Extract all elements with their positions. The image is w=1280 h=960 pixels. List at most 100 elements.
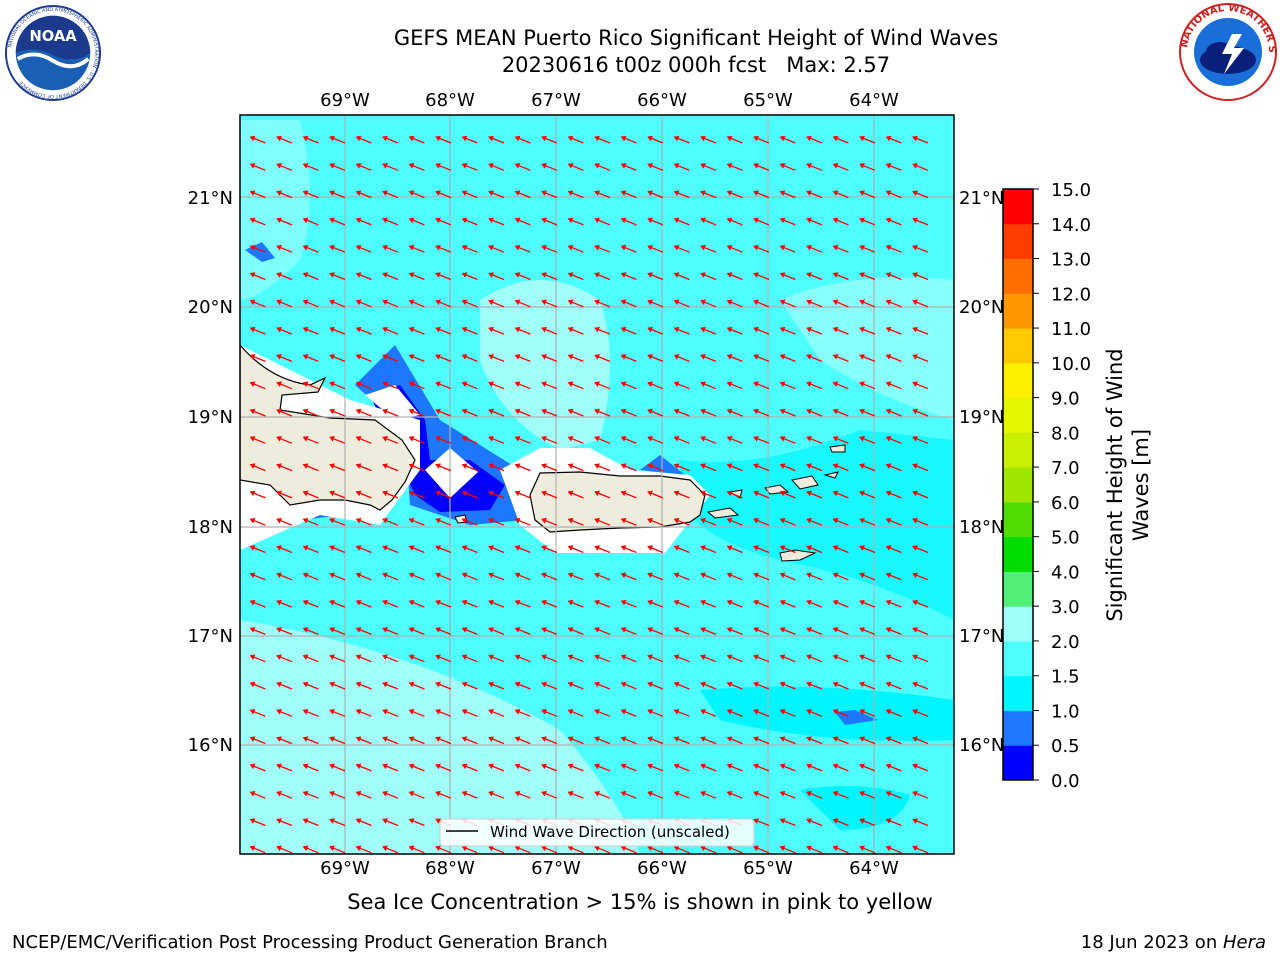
wind-arrow — [249, 135, 266, 144]
wind-arrow — [276, 627, 293, 635]
wind-arrow — [859, 354, 876, 362]
wind-arrow — [673, 272, 690, 281]
wind-arrow — [673, 381, 690, 390]
lon-top-69: 69°W — [320, 90, 370, 111]
wind-arrow — [620, 845, 637, 854]
lon-bottom-66: 66°W — [637, 858, 687, 879]
wind-arrow — [435, 163, 452, 171]
wind-arrow — [700, 845, 717, 854]
wind-arrow — [806, 163, 823, 171]
wind-arrow — [514, 381, 531, 390]
wind-arrow — [779, 436, 796, 444]
wind-arrow — [276, 681, 293, 690]
wind-arrow — [302, 654, 319, 663]
colorbar-tick-label: 9.0 — [1051, 389, 1080, 410]
wind-arrow — [488, 244, 505, 253]
wind-arrow — [700, 190, 717, 199]
wind-arrow — [461, 436, 478, 444]
wind-arrow — [435, 681, 452, 690]
wind-arrow — [514, 135, 531, 144]
wind-arrow — [355, 190, 372, 199]
wind-arrow — [832, 163, 849, 171]
wave-spot-se — [835, 710, 878, 725]
wind-arrow — [488, 790, 505, 799]
wind-arrow — [726, 736, 743, 745]
wind-arrow — [408, 599, 425, 608]
wind-arrow — [647, 326, 664, 335]
wind-arrow — [779, 135, 796, 144]
wind-arrow — [885, 436, 902, 444]
wind-arrow — [355, 408, 372, 417]
wind-arrow — [647, 736, 664, 745]
colorbar — [1002, 188, 1034, 781]
wind-arrow — [329, 599, 346, 608]
wind-arrow — [408, 381, 425, 390]
wind-arrow — [408, 545, 425, 554]
wind-arrow — [355, 790, 372, 799]
lon-bottom-69: 69°W — [320, 858, 370, 879]
wind-arrow — [859, 244, 876, 253]
wind-arrow — [832, 217, 849, 226]
wind-arrow — [912, 135, 929, 144]
wind-arrow — [700, 572, 717, 581]
wave-band-cyan-east — [680, 430, 954, 620]
wind-arrow — [514, 763, 531, 772]
wind-arrow — [726, 490, 743, 499]
wind-arrow — [461, 845, 478, 854]
wind-arrow — [488, 436, 505, 444]
wind-arrow — [753, 627, 770, 635]
wind-arrow — [912, 326, 929, 335]
wind-arrow — [567, 326, 584, 335]
colorbar-tick-label: 1.0 — [1051, 701, 1080, 722]
wind-arrow — [514, 354, 531, 362]
wind-arrow — [488, 135, 505, 144]
wind-arrow — [567, 654, 584, 663]
wind-arrow — [435, 763, 452, 772]
wind-arrow — [329, 545, 346, 554]
wind-arrow — [408, 217, 425, 226]
wind-arrow — [355, 299, 372, 308]
colorbar-segment-13 — [1003, 293, 1033, 329]
wind-arrow — [726, 627, 743, 635]
wind-arrow — [488, 163, 505, 171]
wind-arrow — [488, 299, 505, 308]
wind-arrow — [488, 190, 505, 199]
wind-arrow — [435, 709, 452, 717]
wind-arrow — [700, 244, 717, 253]
wind-arrow — [461, 545, 478, 554]
wind-arrow — [753, 217, 770, 226]
wind-arrow — [885, 627, 902, 635]
wind-arrow — [355, 709, 372, 717]
wind-arrow — [753, 272, 770, 281]
wind-arrow — [276, 490, 293, 499]
wind-arrow — [859, 217, 876, 226]
wind-arrow — [461, 490, 478, 499]
wind-arrow — [302, 272, 319, 281]
wind-arrow — [912, 681, 929, 690]
wind-arrow — [859, 763, 876, 772]
wind-arrow — [832, 763, 849, 772]
wind-arrow — [779, 790, 796, 799]
wind-arrow — [408, 354, 425, 362]
wind-arrow — [700, 299, 717, 308]
wind-arrow — [885, 599, 902, 608]
wind-arrow — [408, 135, 425, 144]
wind-arrow — [514, 408, 531, 417]
colorbar-tick-label: 5.0 — [1051, 528, 1080, 549]
wind-arrow — [249, 818, 266, 827]
lat-right-20: 20°N — [959, 297, 1004, 318]
wind-arrow — [355, 599, 372, 608]
noaa-logo: NOAA NATIONAL OCEANIC AND ATMOSPHERIC AD… — [4, 4, 102, 102]
wind-arrow — [408, 627, 425, 635]
wind-arrow — [567, 354, 584, 362]
wind-arrow — [912, 463, 929, 472]
wind-arrow — [276, 845, 293, 854]
wind-arrow — [673, 709, 690, 717]
wind-arrow — [753, 244, 770, 253]
wind-arrow — [832, 272, 849, 281]
wind-arrow — [276, 463, 293, 472]
wind-arrow — [382, 436, 399, 444]
wind-arrow — [700, 408, 717, 417]
wind-arrow — [885, 381, 902, 390]
wind-arrow — [541, 845, 558, 854]
